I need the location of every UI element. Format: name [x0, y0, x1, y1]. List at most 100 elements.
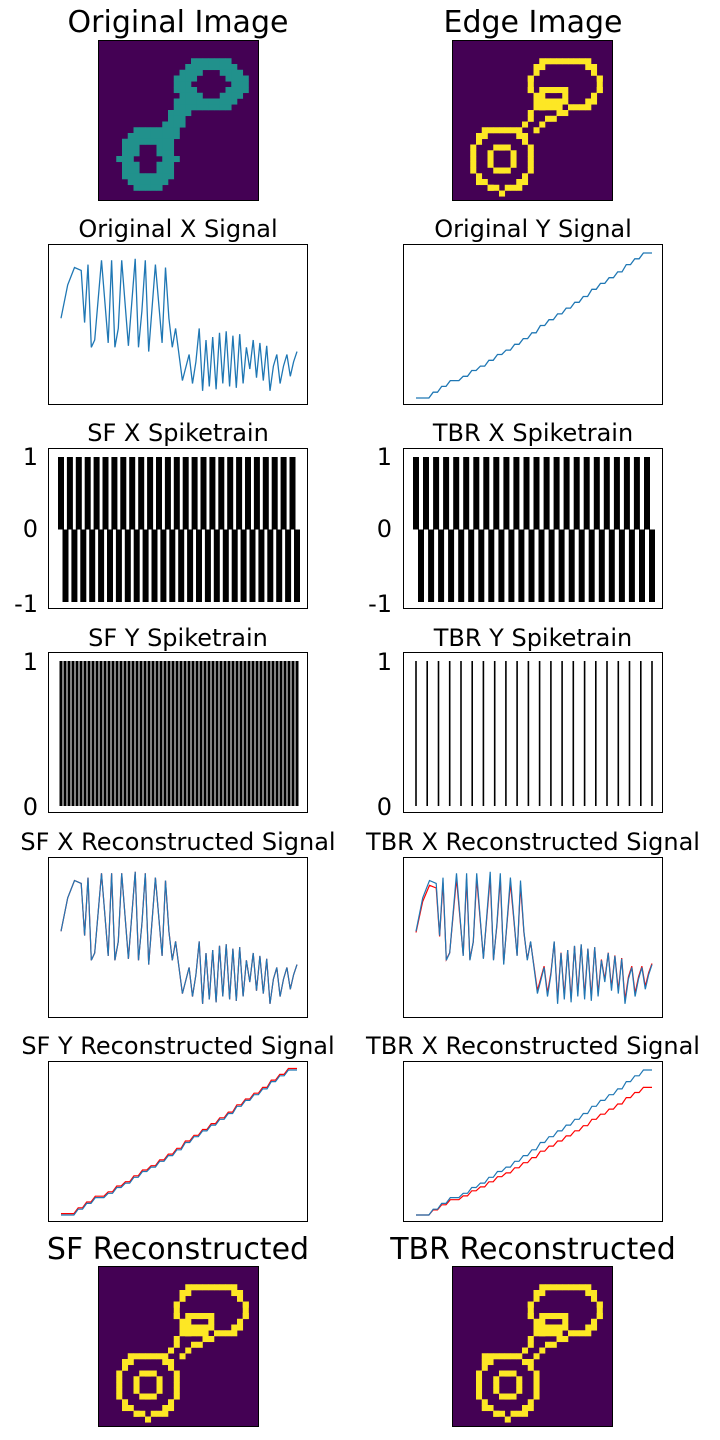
- pixel: [493, 127, 500, 134]
- spike: [191, 457, 198, 530]
- pixel: [185, 1290, 192, 1297]
- pixel: [231, 92, 238, 99]
- pixel: [545, 1324, 552, 1331]
- pixel: [231, 87, 238, 94]
- pixel: [237, 1318, 244, 1325]
- pixel: [156, 161, 163, 168]
- spike: [453, 457, 460, 530]
- pixel: [231, 64, 238, 71]
- pixel: [179, 1318, 186, 1325]
- pixel: [168, 167, 175, 174]
- pixel: [139, 184, 146, 191]
- pixel: [487, 127, 494, 134]
- pixel: [133, 144, 140, 151]
- pixel: [585, 1324, 592, 1331]
- pixel: [179, 104, 186, 111]
- tbr-reconstructed-image: [452, 1266, 613, 1427]
- spike: [291, 661, 295, 806]
- spike: [147, 457, 154, 530]
- pixel: [579, 1330, 586, 1337]
- pixel: [225, 98, 232, 105]
- pixel: [196, 69, 203, 76]
- pixel: [242, 1301, 249, 1308]
- spike: [187, 661, 191, 806]
- pixel: [162, 1405, 169, 1412]
- spike: [135, 661, 139, 806]
- pixel: [556, 110, 563, 117]
- spike: [543, 457, 550, 530]
- pixel: [527, 1336, 534, 1343]
- pixel: [208, 1318, 215, 1325]
- pixel: [533, 69, 540, 76]
- sf-y-spike-title: SF Y Spiketrain: [88, 624, 268, 652]
- spike: [203, 661, 207, 806]
- pixel: [539, 1313, 546, 1320]
- pixel: [145, 127, 152, 134]
- pixel: [545, 115, 552, 122]
- spike: [98, 529, 105, 602]
- spike: [151, 661, 155, 806]
- spike: [227, 457, 234, 530]
- pixel: [516, 133, 523, 140]
- edge-image: [452, 40, 613, 201]
- pixel: [133, 1382, 140, 1389]
- pixel: [481, 1399, 488, 1406]
- spike: [195, 661, 199, 806]
- pixel: [133, 161, 140, 168]
- pixel: [185, 64, 192, 71]
- spike: [127, 661, 131, 806]
- spike: [79, 661, 83, 806]
- pixel: [214, 58, 221, 65]
- spike: [251, 661, 255, 806]
- pixel: [533, 1393, 540, 1400]
- sf-x-spike-title: SF X Spiketrain: [87, 419, 269, 447]
- pixel: [481, 179, 488, 186]
- pixel: [219, 98, 226, 105]
- pixel: [539, 64, 546, 71]
- spike: [255, 661, 259, 806]
- spike: [75, 661, 79, 806]
- pixel: [527, 115, 534, 122]
- spike: [505, 661, 507, 806]
- pixel: [481, 1353, 488, 1360]
- pixel: [127, 133, 134, 140]
- original-line: [415, 871, 653, 1004]
- pixel: [162, 1353, 169, 1360]
- pixel: [242, 1313, 249, 1320]
- pixel: [527, 75, 534, 82]
- pixel: [202, 1324, 209, 1331]
- pixel: [168, 173, 175, 180]
- pixel: [533, 1290, 540, 1297]
- pixel: [173, 1313, 180, 1320]
- sf-y-spike-plot: [48, 652, 308, 813]
- spike: [478, 529, 485, 602]
- pixel: [162, 133, 169, 140]
- spike: [151, 529, 158, 602]
- pixel: [550, 98, 557, 105]
- pixel: [533, 1382, 540, 1389]
- spike: [617, 661, 620, 806]
- pixel: [150, 133, 157, 140]
- reconstructed-line: [61, 1067, 297, 1215]
- pixel: [493, 144, 500, 151]
- pixel: [139, 173, 146, 180]
- pixel: [133, 150, 140, 157]
- y-tick-label: 0: [22, 793, 38, 821]
- pixel: [150, 1353, 157, 1360]
- spike: [606, 661, 608, 806]
- spike: [99, 661, 103, 806]
- pixel: [133, 138, 140, 145]
- pixel: [116, 1382, 123, 1389]
- pixel: [231, 81, 238, 88]
- pixel: [168, 110, 175, 117]
- pixel: [539, 98, 546, 105]
- pixel: [527, 156, 534, 163]
- pixel: [219, 1330, 226, 1337]
- pixel: [162, 1359, 169, 1366]
- pixel: [591, 92, 598, 99]
- pixel: [127, 1359, 134, 1366]
- pixel: [522, 133, 529, 140]
- spike: [418, 529, 424, 602]
- pixel: [208, 98, 215, 105]
- spike: [66, 457, 73, 530]
